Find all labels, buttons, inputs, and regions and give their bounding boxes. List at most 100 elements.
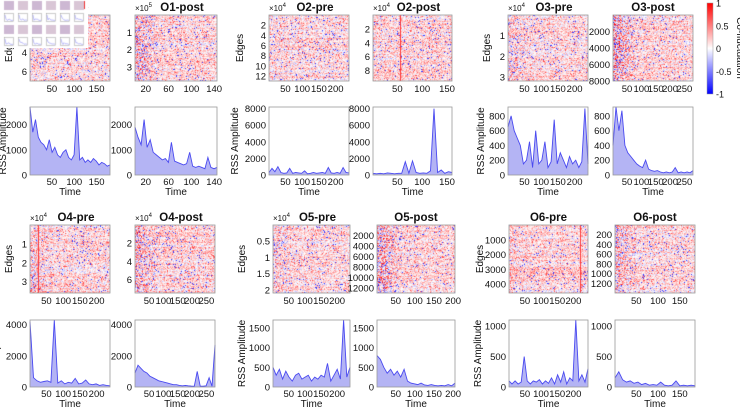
- rss-tick-label: 1000: [111, 145, 132, 156]
- rss-tick-label: 8000: [245, 104, 266, 115]
- colorbar: [707, 3, 713, 94]
- rss-tick-label: 6000: [349, 121, 370, 132]
- rss-tick-label: 0: [22, 383, 27, 394]
- panel-title: O5-pre: [299, 212, 336, 224]
- exponent-value: 5: [149, 3, 153, 9]
- heatmap-time-tick-label: 200: [567, 84, 583, 95]
- rss-tick-label: 200: [594, 156, 610, 167]
- rss-tick-label: 2000: [111, 351, 132, 362]
- edge-tick-label: 2: [500, 52, 505, 63]
- heatmap-time-tick-label: 150: [426, 296, 442, 307]
- rss-axes-frame: [30, 320, 110, 387]
- edge-tick-label: 6: [365, 52, 370, 63]
- heatmap-time-tick-label: 100: [55, 296, 71, 307]
- rss-tick-label: 0: [365, 171, 370, 182]
- rss-tick-label: 8000: [349, 104, 370, 115]
- rss-tick-label: 1500: [353, 323, 374, 334]
- heatmap-time-tick-label: 200: [89, 296, 105, 307]
- rss-tick-label: 1000: [485, 322, 506, 333]
- panel-title: O3-pre: [535, 2, 572, 14]
- rss-axis-label: RSS Amplitude: [230, 107, 241, 175]
- heatmap-time-tick-label: 200: [328, 84, 344, 95]
- rss-tick-label: 4000: [111, 320, 132, 331]
- panel-title: O6-post: [633, 212, 677, 224]
- rss-tick-label: 0: [261, 171, 266, 182]
- rss-axis-label: RSS Amplitude: [473, 319, 484, 387]
- time-axis-label: Time: [301, 399, 323, 409]
- heatmap-time-tick-label: 100: [66, 84, 82, 95]
- rss-time-tick-label: 200: [566, 389, 582, 400]
- heatmap-frame: [509, 225, 588, 293]
- exponent-label: ×104: [269, 3, 287, 13]
- exponent-base: ×10: [30, 214, 44, 223]
- rss-area: [135, 345, 215, 387]
- time-axis-label: Time: [402, 187, 424, 198]
- panel-title: O1-post: [160, 2, 204, 14]
- rss-area: [30, 107, 110, 175]
- edge-tick-label: 3: [127, 63, 132, 74]
- exponent-label: ×104: [508, 3, 526, 13]
- heatmap-time-tick-label: 50: [622, 84, 633, 95]
- exponent-value: 4: [287, 213, 291, 219]
- edge-tick-label: 10000: [348, 273, 374, 284]
- exponent-label: ×104: [135, 213, 153, 223]
- exponent-base: ×10: [508, 4, 522, 13]
- time-axis-label: Time: [642, 187, 664, 198]
- rss-tick-label: 0: [501, 383, 506, 394]
- edge-tick-label: 0.5: [257, 237, 270, 248]
- colorbar-tick-label: -1: [716, 90, 724, 100]
- rss-time-tick-label: 50: [519, 177, 530, 188]
- rss-tick-label: 800: [489, 111, 505, 122]
- heatmap-time-tick-label: 100: [533, 296, 549, 307]
- rss-tick-label: 600: [489, 126, 505, 137]
- edge-tick-label: 6: [22, 67, 27, 78]
- heatmap-time-tick-label: 20: [141, 84, 152, 95]
- heatmap-time-tick-label: 250: [198, 296, 214, 307]
- heatmap-time-tick-label: 150: [672, 296, 688, 307]
- heatmap-frame: [135, 225, 215, 293]
- rss-tick-label: 1000: [6, 145, 27, 156]
- rss-axes-frame: [615, 320, 695, 387]
- rss-time-tick-label: 50: [622, 177, 633, 188]
- heatmap-time-tick-label: 50: [144, 296, 155, 307]
- edge-tick-label: 1: [22, 239, 27, 250]
- panel-title: O4-post: [159, 212, 203, 224]
- exponent-value: 4: [522, 3, 526, 9]
- heatmap-time-tick-label: 50: [520, 296, 531, 307]
- rss-tick-label: 4000: [6, 320, 27, 331]
- rss-time-tick-label: 200: [328, 177, 344, 188]
- exponent-base: ×10: [135, 4, 149, 13]
- edges-axis-label: Edges: [475, 245, 486, 273]
- rss-time-tick-label: 150: [426, 389, 442, 400]
- exponent-label: ×104: [373, 3, 391, 13]
- heatmap-frame: [135, 15, 217, 81]
- rss-tick-label: 6000: [245, 121, 266, 132]
- heatmap-time-tick-label: 100: [414, 84, 430, 95]
- rss-tick-label: 2000: [6, 351, 27, 362]
- rss-tick-label: 400: [594, 141, 610, 152]
- rss-tick-label: 2000: [6, 120, 27, 131]
- panel-title: O2-post: [397, 2, 441, 14]
- heatmap-frame: [613, 15, 693, 81]
- edge-tick-label: 4: [22, 48, 27, 59]
- rss-line: [30, 320, 110, 386]
- edge-tick-label: 3000: [485, 265, 506, 276]
- heatmap-time-tick-label: 140: [206, 84, 222, 95]
- heatmap-time-tick-label: 200: [566, 296, 582, 307]
- colorbar-tick-label: 1: [716, 0, 721, 9]
- rss-time-tick-label: 50: [631, 389, 642, 400]
- edges-axis-label: Edges: [237, 245, 248, 273]
- rss-time-tick-label: 200: [89, 389, 105, 400]
- edge-tick-label: 6000: [589, 60, 610, 71]
- edge-tick-label: 8000: [353, 262, 374, 273]
- time-axis-label: Time: [405, 399, 427, 409]
- rss-tick-label: 500: [490, 352, 506, 363]
- edge-tick-label: 1.5: [257, 269, 270, 280]
- heatmap-time-tick-label: 50: [47, 84, 58, 95]
- rss-time-tick-label: 50: [144, 389, 155, 400]
- rss-tick-label: 0: [22, 171, 27, 182]
- edge-tick-label: 2000: [589, 27, 610, 38]
- exponent-label: ×104: [273, 213, 291, 223]
- heatmap-time-tick-label: 150: [89, 84, 105, 95]
- colorbar-label: Co-fluctuation: [734, 17, 740, 79]
